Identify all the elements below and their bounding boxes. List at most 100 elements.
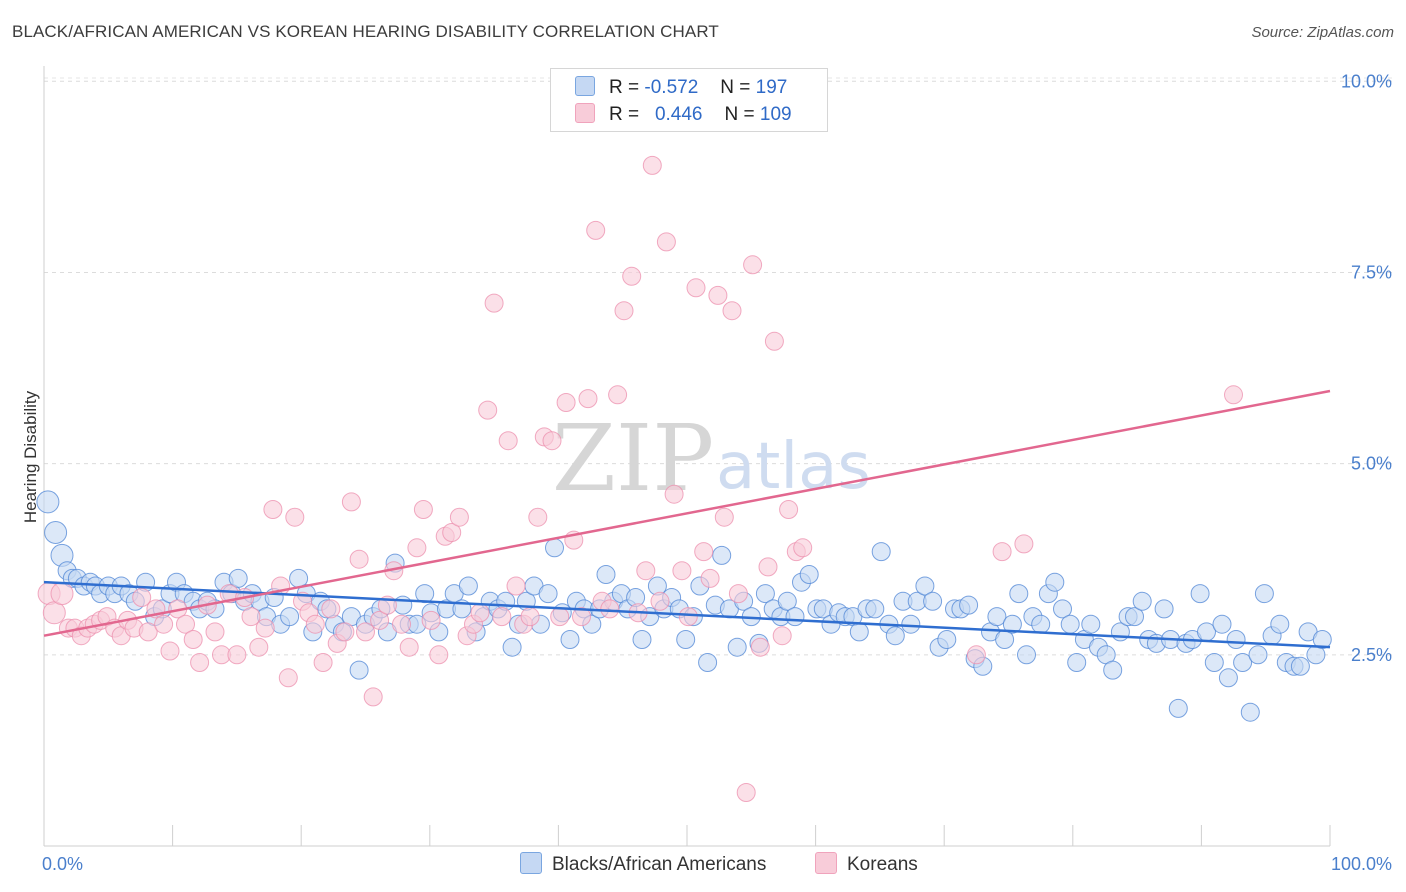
legend-row-koreans: R = 0.446 N = 109 (575, 103, 792, 127)
blacks-point-43 (349, 660, 369, 680)
watermark-atlas: atlas (716, 430, 871, 504)
blacks-point-0 (36, 490, 60, 514)
x-tick-labels: 0.0% 100.0% (42, 854, 1392, 874)
koreans-point-85 (642, 155, 662, 175)
koreans-point-40 (321, 599, 341, 619)
koreans-point-29 (241, 607, 261, 627)
koreans-point-63 (484, 293, 504, 313)
blacks-point-114 (865, 599, 885, 619)
koreans-point-80 (608, 385, 628, 405)
koreans-point-76 (578, 389, 598, 409)
koreans-point-96 (722, 301, 742, 321)
blacks-point-161 (1204, 653, 1224, 672)
koreans-point-95 (714, 507, 734, 527)
koreans-point-42 (335, 622, 355, 642)
koreans-point-18 (160, 641, 180, 661)
koreans-point-88 (664, 484, 684, 504)
blacks-point-140 (1053, 599, 1072, 619)
koreans-trend-line (43, 389, 1331, 637)
blacks-point-122 (923, 591, 943, 611)
koreans-point-110 (1224, 385, 1243, 405)
koreans-point-77 (586, 220, 606, 240)
koreans-point-47 (370, 610, 390, 630)
koreans-point-64 (492, 607, 512, 627)
legend-r-value-blacks: -0.572 (644, 77, 699, 98)
koreans-point-27 (227, 645, 247, 665)
y-tick-label-1: 5.0% (1351, 454, 1392, 474)
blacks-point-88 (676, 630, 696, 649)
koreans-point-57 (442, 523, 462, 542)
koreans-point-103 (772, 626, 792, 646)
koreans-point-31 (255, 618, 275, 638)
blacks-point-72 (560, 630, 580, 649)
correlation-legend: R = -0.572 N = 197 R = 0.446 N = 109 (550, 68, 828, 132)
koreans-point-30 (249, 637, 269, 657)
blacks-point-82 (632, 630, 652, 649)
blacks-trend-line (43, 580, 1331, 649)
blacks-point-163 (1218, 668, 1238, 688)
blacks-point-121 (915, 576, 935, 596)
grid-lines (44, 77, 1392, 656)
koreans-point-34 (278, 668, 298, 688)
koreans-point-91 (686, 278, 706, 298)
blacks-point-112 (849, 622, 869, 642)
blacks-point-99 (755, 584, 775, 604)
blacks-point-151 (1132, 591, 1152, 611)
blacks-point-117 (885, 626, 905, 646)
koreans-point-97 (728, 584, 748, 604)
koreans-point-54 (421, 610, 441, 630)
blacks-point-135 (1017, 645, 1036, 665)
koreans-point-87 (656, 232, 676, 252)
blacks-point-164 (1226, 630, 1246, 649)
legend-row-blacks: R = -0.572 N = 197 (575, 76, 787, 100)
koreans-point-93 (700, 568, 720, 588)
blacks-point-173 (1290, 656, 1310, 676)
blacks-point-119 (901, 614, 921, 634)
blacks-point-93 (712, 545, 732, 565)
koreans-point-68 (520, 607, 540, 627)
koreans-point-72 (550, 607, 570, 627)
blacks-point-141 (1060, 614, 1080, 634)
koreans-point-75 (572, 607, 591, 627)
blacks-point-162 (1212, 614, 1232, 634)
koreans-point-99 (743, 255, 763, 275)
blacks-point-91 (698, 653, 718, 672)
koreans-point-14 (132, 588, 152, 607)
koreans-point-17 (154, 614, 174, 634)
koreans-point-51 (399, 637, 419, 657)
koreans-point-61 (470, 603, 490, 623)
koreans-point-90 (678, 607, 698, 627)
koreans-point-44 (349, 549, 369, 569)
blacks-point-95 (727, 637, 747, 657)
koreans-point-62 (478, 400, 498, 420)
blacks-point-150 (1125, 607, 1144, 627)
koreans-point-39 (313, 653, 333, 672)
koreans-point-43 (341, 492, 361, 512)
points-koreans (37, 155, 1243, 802)
chart-source: Source: ZipAtlas.com (1251, 24, 1394, 41)
koreans-point-50 (392, 614, 411, 634)
koreans-point-81 (614, 301, 634, 321)
blacks-point-70 (545, 538, 564, 558)
blacks-point-27 (228, 568, 248, 588)
koreans-point-55 (429, 645, 449, 665)
bottom-legend-swatch-blacks (520, 852, 542, 874)
blacks-point-154 (1154, 599, 1174, 619)
blacks-point-77 (596, 565, 616, 584)
koreans-point-104 (779, 500, 799, 519)
blacks-point-142 (1067, 653, 1087, 672)
y-tick-label-3: 10.0% (1341, 71, 1392, 91)
koreans-point-109 (1014, 534, 1034, 554)
koreans-point-15 (138, 622, 158, 642)
blacks-point-166 (1240, 702, 1260, 722)
koreans-point-35 (285, 507, 305, 527)
axes (43, 66, 1331, 847)
blacks-point-176 (1312, 630, 1332, 649)
blacks-point-1 (44, 521, 68, 544)
trend-lines (43, 389, 1331, 649)
koreans-point-108 (992, 542, 1012, 562)
koreans-point-21 (183, 630, 203, 649)
bottom-legend-swatch-koreans (815, 852, 837, 874)
blacks-point-134 (1009, 584, 1029, 604)
